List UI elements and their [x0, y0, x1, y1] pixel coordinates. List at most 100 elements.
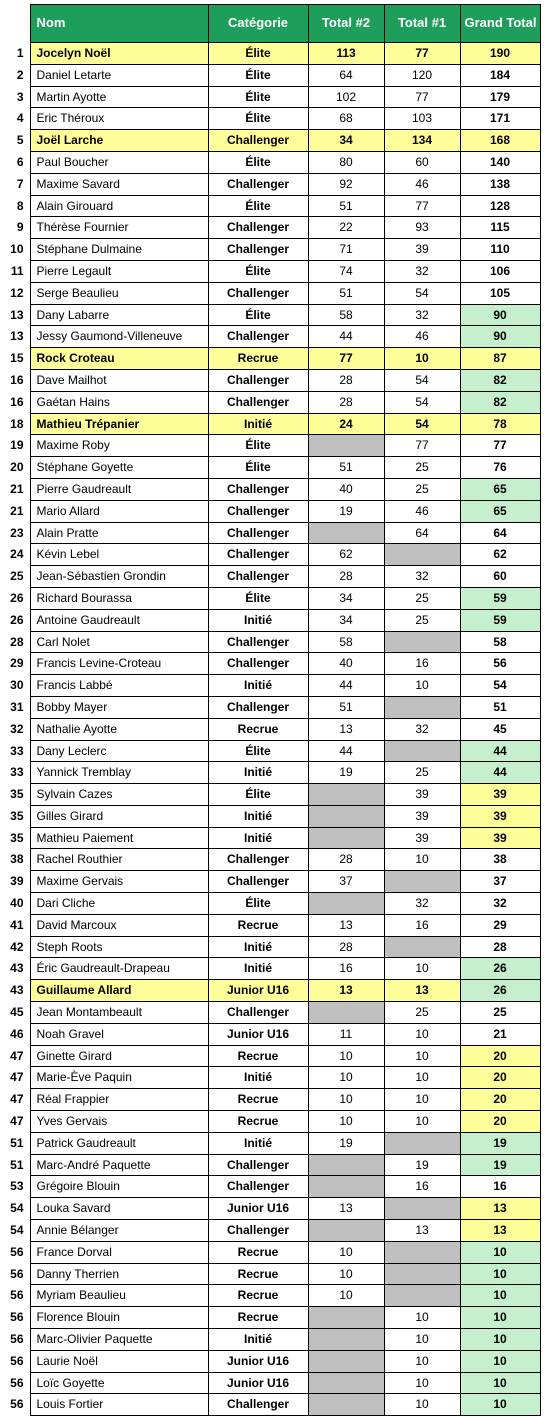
cat-cell: Élite — [208, 64, 308, 86]
nom-cell: Jean-Sébastien Grondin — [30, 566, 208, 588]
nom-cell: Gaétan Hains — [30, 391, 208, 413]
table-row: 46Noah GravelJunior U16111021 — [4, 1023, 540, 1045]
grandtotal-cell: 21 — [460, 1023, 540, 1045]
nom-cell: Serge Beaulieu — [30, 282, 208, 304]
cat-cell: Challenger — [208, 696, 308, 718]
cat-cell: Challenger — [208, 1220, 308, 1242]
table-row: 4Eric ThérouxÉlite68103171 — [4, 108, 540, 130]
rank-cell: 56 — [4, 1394, 30, 1416]
nom-cell: France Dorval — [30, 1241, 208, 1263]
total2-cell: 71 — [308, 239, 384, 261]
grandtotal-cell: 168 — [460, 130, 540, 152]
header-t1: Total #1 — [384, 5, 460, 43]
total1-cell: 32 — [384, 893, 460, 915]
total1-cell: 10 — [384, 1372, 460, 1394]
nom-cell: Myriam Beaulieu — [30, 1285, 208, 1307]
cat-cell: Initié — [208, 413, 308, 435]
cat-cell: Initié — [208, 958, 308, 980]
rank-cell: 56 — [4, 1329, 30, 1351]
grandtotal-cell: 77 — [460, 435, 540, 457]
rank-cell: 56 — [4, 1350, 30, 1372]
total2-cell: 34 — [308, 609, 384, 631]
grandtotal-cell: 39 — [460, 805, 540, 827]
cat-cell: Recrue — [208, 348, 308, 370]
cat-cell: Élite — [208, 740, 308, 762]
nom-cell: Jessy Gaumond-Villeneuve — [30, 326, 208, 348]
rank-cell: 12 — [4, 282, 30, 304]
total2-cell — [308, 1329, 384, 1351]
cat-cell: Junior U16 — [208, 1198, 308, 1220]
rank-cell: 23 — [4, 522, 30, 544]
nom-cell: Ginette Girard — [30, 1045, 208, 1067]
cat-cell: Recrue — [208, 1045, 308, 1067]
total2-cell: 22 — [308, 217, 384, 239]
total2-cell: 44 — [308, 740, 384, 762]
total1-cell: 39 — [384, 827, 460, 849]
total2-cell: 28 — [308, 369, 384, 391]
nom-cell: Loïc Goyette — [30, 1372, 208, 1394]
table-row: 45Jean MontambeaultChallenger2525 — [4, 1002, 540, 1024]
grandtotal-cell: 10 — [460, 1394, 540, 1416]
cat-cell: Initié — [208, 1067, 308, 1089]
grandtotal-cell: 45 — [460, 718, 540, 740]
header-t2: Total #2 — [308, 5, 384, 43]
rank-cell: 51 — [4, 1154, 30, 1176]
total2-cell: 16 — [308, 958, 384, 980]
grandtotal-cell: 16 — [460, 1176, 540, 1198]
table-row: 43Guillaume AllardJunior U16131326 — [4, 980, 540, 1002]
grandtotal-cell: 54 — [460, 675, 540, 697]
total2-cell: 51 — [308, 457, 384, 479]
nom-cell: Jocelyn Noël — [30, 43, 208, 65]
nom-cell: Mathieu Trépanier — [30, 413, 208, 435]
table-row: 51Patrick GaudreaultInitié1919 — [4, 1132, 540, 1154]
table-row: 35Mathieu PaiementInitié3939 — [4, 827, 540, 849]
grandtotal-cell: 10 — [460, 1307, 540, 1329]
cat-cell: Challenger — [208, 478, 308, 500]
rank-cell: 51 — [4, 1132, 30, 1154]
nom-cell: David Marcoux — [30, 914, 208, 936]
cat-cell: Challenger — [208, 653, 308, 675]
cat-cell: Élite — [208, 195, 308, 217]
rank-cell: 56 — [4, 1263, 30, 1285]
total1-cell: 13 — [384, 1220, 460, 1242]
total1-cell: 16 — [384, 1176, 460, 1198]
table-row: 13Dany LabarreÉlite583290 — [4, 304, 540, 326]
total1-cell: 10 — [384, 1329, 460, 1351]
total1-cell: 25 — [384, 762, 460, 784]
table-row: 7Maxime SavardChallenger9246138 — [4, 173, 540, 195]
rank-cell: 42 — [4, 936, 30, 958]
total1-cell — [384, 936, 460, 958]
table-row: 54Louka SavardJunior U161313 — [4, 1198, 540, 1220]
total2-cell — [308, 893, 384, 915]
total2-cell: 51 — [308, 696, 384, 718]
cat-cell: Challenger — [208, 391, 308, 413]
total2-cell: 10 — [308, 1067, 384, 1089]
nom-cell: Dany Leclerc — [30, 740, 208, 762]
nom-cell: Francis Levine-Croteau — [30, 653, 208, 675]
nom-cell: Maxime Roby — [30, 435, 208, 457]
grandtotal-cell: 59 — [460, 587, 540, 609]
total2-cell: 13 — [308, 718, 384, 740]
rank-cell: 21 — [4, 478, 30, 500]
total1-cell: 13 — [384, 980, 460, 1002]
nom-cell: Alain Pratte — [30, 522, 208, 544]
total2-cell: 34 — [308, 130, 384, 152]
nom-cell: Kévin Lebel — [30, 544, 208, 566]
total1-cell: 120 — [384, 64, 460, 86]
grandtotal-cell: 20 — [460, 1045, 540, 1067]
total2-cell — [308, 784, 384, 806]
rank-cell: 43 — [4, 980, 30, 1002]
cat-cell: Élite — [208, 260, 308, 282]
total1-cell: 25 — [384, 457, 460, 479]
total2-cell: 10 — [308, 1285, 384, 1307]
grandtotal-cell: 10 — [460, 1372, 540, 1394]
rank-cell: 13 — [4, 326, 30, 348]
rank-cell: 7 — [4, 173, 30, 195]
total1-cell: 19 — [384, 1154, 460, 1176]
cat-cell: Junior U16 — [208, 980, 308, 1002]
cat-cell: Junior U16 — [208, 1023, 308, 1045]
total1-cell — [384, 1198, 460, 1220]
rank-cell: 24 — [4, 544, 30, 566]
total2-cell — [308, 1394, 384, 1416]
total2-cell: 10 — [308, 1111, 384, 1133]
